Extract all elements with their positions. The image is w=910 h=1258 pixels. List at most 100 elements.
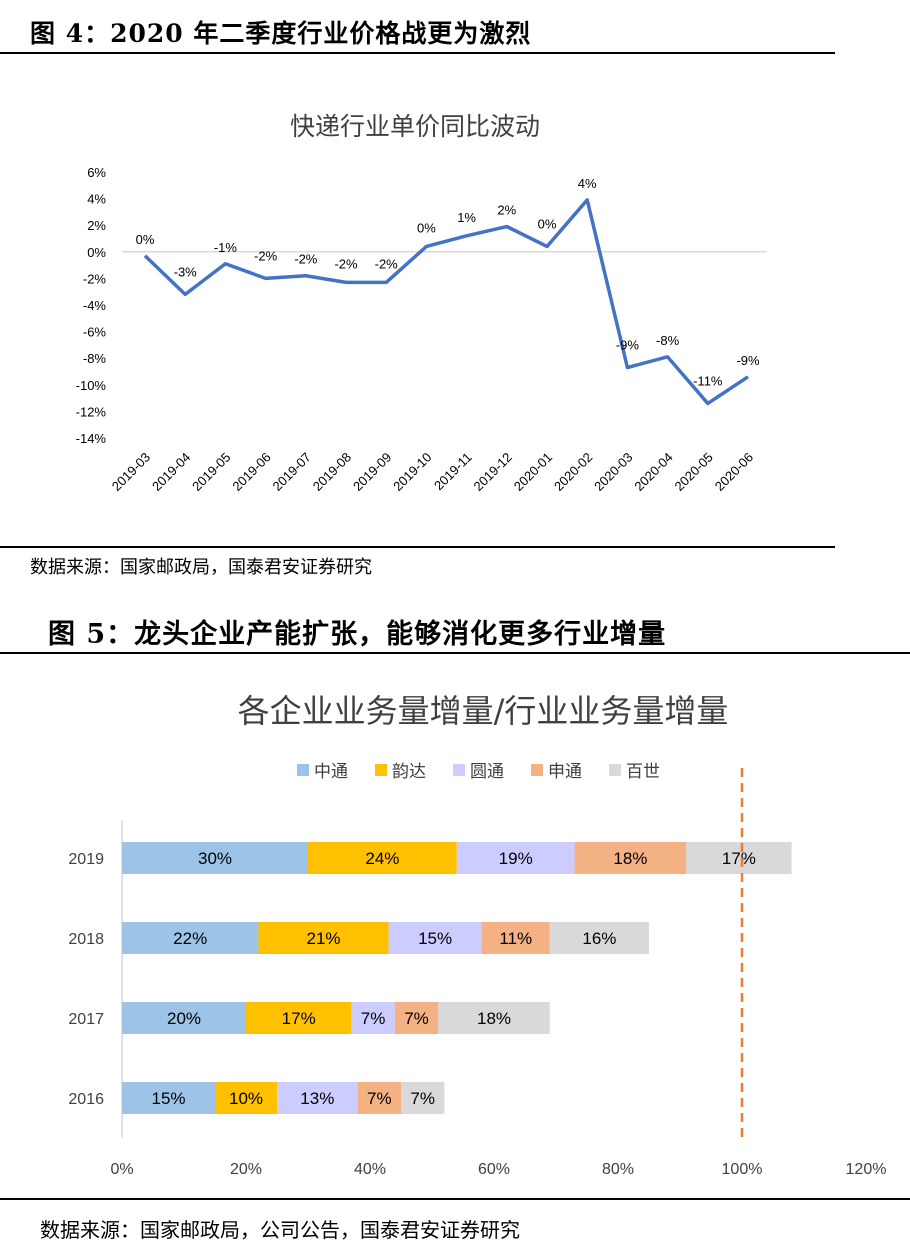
- line-chart: 快递行业单价同比波动 6% 4% 2% 0% -2% -4% -6% -8% -10% -12% -…: [76, 112, 767, 494]
- bar-segment: [357, 1082, 401, 1114]
- line-data-label: -2%: [334, 256, 358, 271]
- legend-label: 申通: [548, 762, 582, 782]
- line-data-label: -3%: [174, 264, 198, 279]
- x-tick-label: 2019-09: [350, 450, 394, 494]
- category-label: 2019: [68, 851, 104, 868]
- bar-segment: [574, 842, 687, 874]
- x-tick-label: 2019-03: [109, 450, 153, 494]
- bar-segment: [388, 922, 482, 954]
- line-data-label: 4%: [578, 176, 597, 191]
- bar-data-label: 17%: [282, 1009, 316, 1028]
- legend-label: 百世: [626, 762, 660, 782]
- bar-data-label: 18%: [613, 849, 647, 868]
- bar-data-label: 7%: [361, 1009, 386, 1028]
- y-tick-label: -12%: [76, 404, 107, 419]
- legend-label: 韵达: [392, 762, 426, 782]
- line-chart-series-line: [143, 198, 749, 406]
- bar-data-label: 11%: [499, 929, 532, 948]
- y-tick-label: -4%: [83, 298, 107, 313]
- bar-data-label: 15%: [151, 1089, 185, 1108]
- line-data-label: -1%: [214, 240, 238, 255]
- bar-segment: [277, 1082, 358, 1114]
- bar-segment: [481, 922, 550, 954]
- x-tick-label: 2020-03: [591, 450, 635, 494]
- line-data-label: 1%: [457, 210, 476, 225]
- line-data-label: 2%: [497, 203, 516, 218]
- bar-data-label: 24%: [365, 849, 399, 868]
- bar-data-label: 19%: [499, 849, 533, 868]
- y-tick-label: 4%: [87, 192, 106, 207]
- y-tick-label: -6%: [83, 325, 107, 340]
- line-data-label: -8%: [656, 333, 680, 348]
- bar-segment: [258, 922, 389, 954]
- x-tick-label: 2019-08: [310, 450, 354, 494]
- figure-4-source: 数据来源：国家邮政局，国泰君安证券研究: [30, 557, 372, 578]
- figure-4-caption: 图 4：2020 年二季度行业价格战更为激烈: [30, 19, 532, 48]
- bar-data-label: 30%: [198, 849, 232, 868]
- x-tick-label: 2019-06: [229, 450, 273, 494]
- x-tick-label: 0%: [110, 1161, 133, 1178]
- figure-4-bottom-rule: [0, 546, 835, 548]
- x-tick-label: 2020-04: [631, 450, 675, 494]
- x-tick-label: 2020-02: [551, 450, 595, 494]
- figure-5-caption: 图 5：龙头企业产能扩张，能够消化更多行业增量: [48, 619, 667, 650]
- y-tick-label: -14%: [76, 431, 107, 446]
- legend-swatch: [297, 764, 309, 776]
- x-tick-label: 2019-11: [431, 450, 475, 494]
- x-tick-label: 60%: [478, 1161, 510, 1178]
- line-data-label: 0%: [417, 220, 436, 235]
- bar-segment: [686, 842, 792, 874]
- y-tick-label: -10%: [76, 378, 107, 393]
- bar-data-label: 10%: [229, 1089, 263, 1108]
- bar-data-label: 7%: [410, 1089, 435, 1108]
- y-tick-label: 6%: [87, 165, 106, 180]
- bar-data-label: 22%: [173, 929, 207, 948]
- x-tick-label: 2019-07: [270, 450, 314, 494]
- x-tick-label: 2019-12: [471, 450, 515, 494]
- category-label: 2017: [68, 1011, 104, 1028]
- bar-segment: [549, 922, 649, 954]
- legend-swatch: [609, 764, 621, 776]
- line-data-label: -9%: [616, 338, 640, 353]
- x-tick-label: 40%: [354, 1161, 386, 1178]
- bar-data-label: 21%: [306, 929, 340, 948]
- bar-segment: [351, 1002, 395, 1034]
- x-tick-label: 120%: [846, 1161, 887, 1178]
- x-tick-label: 2019-10: [390, 450, 434, 494]
- legend-swatch: [453, 764, 465, 776]
- line-data-label: -9%: [736, 353, 760, 368]
- bar-chart-title: 各企业业务量增量/行业业务量增量: [238, 692, 729, 730]
- bar-data-label: 13%: [300, 1089, 334, 1108]
- bar-segment: [122, 922, 259, 954]
- bar-data-label: 7%: [404, 1009, 429, 1028]
- category-label: 2016: [68, 1091, 104, 1108]
- x-tick-label: 2020-01: [511, 450, 555, 494]
- line-data-label: -11%: [693, 373, 723, 388]
- x-tick-label: 80%: [602, 1161, 634, 1178]
- y-tick-label: 0%: [87, 245, 106, 260]
- bar-segment: [122, 1002, 246, 1034]
- category-label: 2018: [68, 931, 104, 948]
- bar-segment: [215, 1082, 277, 1114]
- figure-5-source: 数据来源：国家邮政局，公司公告，国泰君安证券研究: [40, 1218, 520, 1242]
- legend-swatch: [531, 764, 543, 776]
- x-tick-label: 2019-04: [149, 450, 193, 494]
- bar-data-label: 20%: [167, 1009, 201, 1028]
- bar-segment: [438, 1002, 550, 1034]
- bar-data-label: 17%: [722, 849, 756, 868]
- x-tick-label: 100%: [722, 1161, 763, 1178]
- bar-segment: [401, 1082, 445, 1114]
- x-tick-label: 20%: [230, 1161, 262, 1178]
- bar-segment: [122, 1082, 215, 1114]
- y-tick-label: -8%: [83, 351, 107, 366]
- x-tick-label: 2020-06: [712, 450, 756, 494]
- x-tick-label: 2019-05: [189, 450, 233, 494]
- bar-segment: [122, 842, 308, 874]
- bar-segment: [394, 1002, 439, 1034]
- legend-swatch: [375, 764, 387, 776]
- line-data-label: -2%: [254, 248, 278, 263]
- y-tick-label: 2%: [87, 218, 106, 233]
- bar-segment: [308, 842, 457, 874]
- bar-segment: [456, 842, 575, 874]
- figure-5-top-rule: [0, 652, 910, 654]
